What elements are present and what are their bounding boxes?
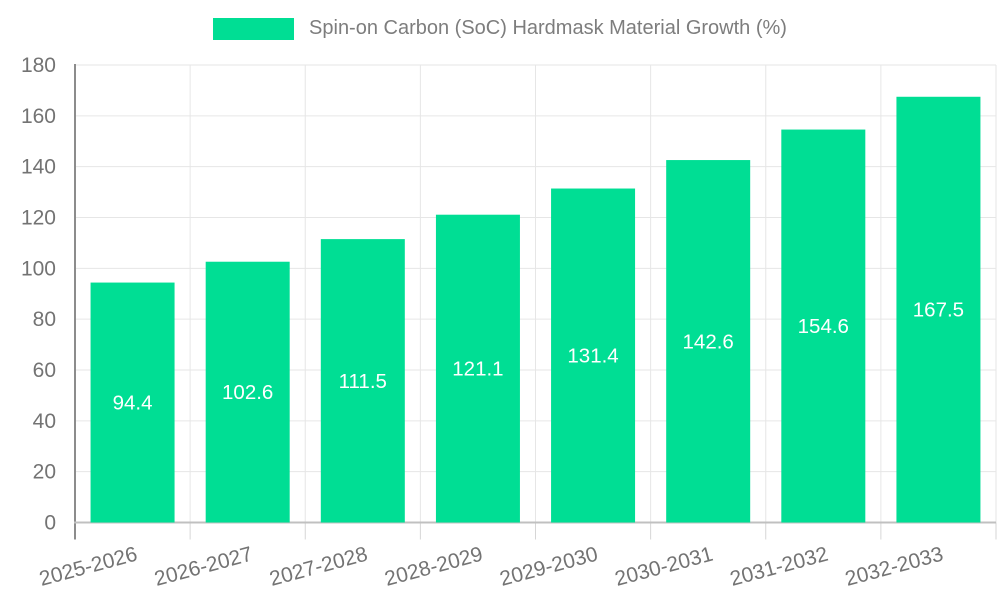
bar-value-label: 154.6 xyxy=(798,315,849,338)
chart-legend[interactable]: Spin-on Carbon (SoC) Hardmask Material G… xyxy=(0,17,1000,40)
y-tick-label: 40 xyxy=(33,410,56,433)
bar-value-label: 167.5 xyxy=(913,299,964,322)
bar[interactable] xyxy=(551,188,636,523)
bar-value-label: 102.6 xyxy=(222,381,273,404)
x-tick-label: 2030-2031 xyxy=(613,543,716,591)
x-tick-label: 2028-2029 xyxy=(382,543,485,591)
bar[interactable] xyxy=(666,160,751,523)
bar-value-label: 142.6 xyxy=(683,330,734,353)
legend-label: Spin-on Carbon (SoC) Hardmask Material G… xyxy=(309,17,787,39)
bar-value-label: 121.1 xyxy=(452,358,503,381)
y-tick-label: 0 xyxy=(44,512,56,535)
y-tick-label: 120 xyxy=(21,207,56,230)
bar-value-label: 94.4 xyxy=(113,392,153,415)
bar-value-label: 131.4 xyxy=(567,345,618,368)
bar[interactable] xyxy=(781,129,866,523)
bar[interactable] xyxy=(90,282,175,523)
x-tick-label: 2029-2030 xyxy=(497,543,600,591)
x-tick-label: 2031-2032 xyxy=(728,543,831,591)
bar[interactable] xyxy=(896,96,981,523)
y-tick-label: 140 xyxy=(21,156,56,179)
y-tick-label: 160 xyxy=(21,105,56,128)
legend-swatch xyxy=(213,17,295,40)
bar-value-label: 111.5 xyxy=(339,370,387,393)
y-tick-label: 20 xyxy=(33,461,56,484)
x-tick-label: 2025-2026 xyxy=(37,543,140,591)
y-tick-label: 60 xyxy=(33,359,56,382)
y-tick-label: 180 xyxy=(21,54,56,77)
y-tick-label: 80 xyxy=(33,308,56,331)
bar[interactable] xyxy=(320,239,405,523)
x-tick-label: 2027-2028 xyxy=(267,543,370,591)
x-tick-label: 2032-2033 xyxy=(843,543,946,591)
bar[interactable] xyxy=(435,214,520,523)
x-tick-label: 2026-2027 xyxy=(152,543,255,591)
bar[interactable] xyxy=(205,261,290,523)
y-tick-label: 100 xyxy=(21,257,56,280)
